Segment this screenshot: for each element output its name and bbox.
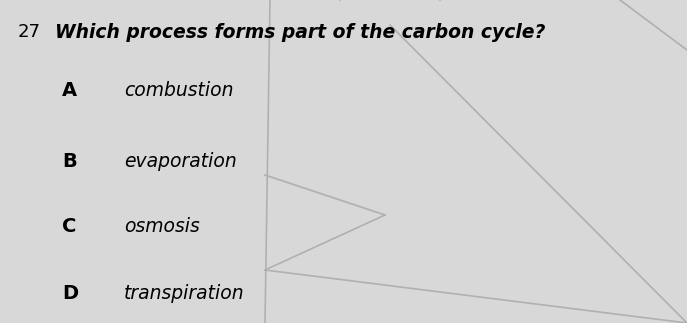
Text: D: D	[62, 285, 78, 303]
Text: osmosis: osmosis	[124, 217, 199, 235]
Text: C: C	[62, 217, 76, 235]
Text: 27: 27	[17, 23, 40, 41]
Text: B: B	[62, 152, 76, 171]
Text: combustion: combustion	[124, 81, 233, 100]
Text: A: A	[62, 81, 77, 100]
Text: transpiration: transpiration	[124, 285, 245, 303]
Text: evaporation: evaporation	[124, 152, 236, 171]
Text: Which process forms part of the carbon cycle?: Which process forms part of the carbon c…	[55, 23, 545, 42]
